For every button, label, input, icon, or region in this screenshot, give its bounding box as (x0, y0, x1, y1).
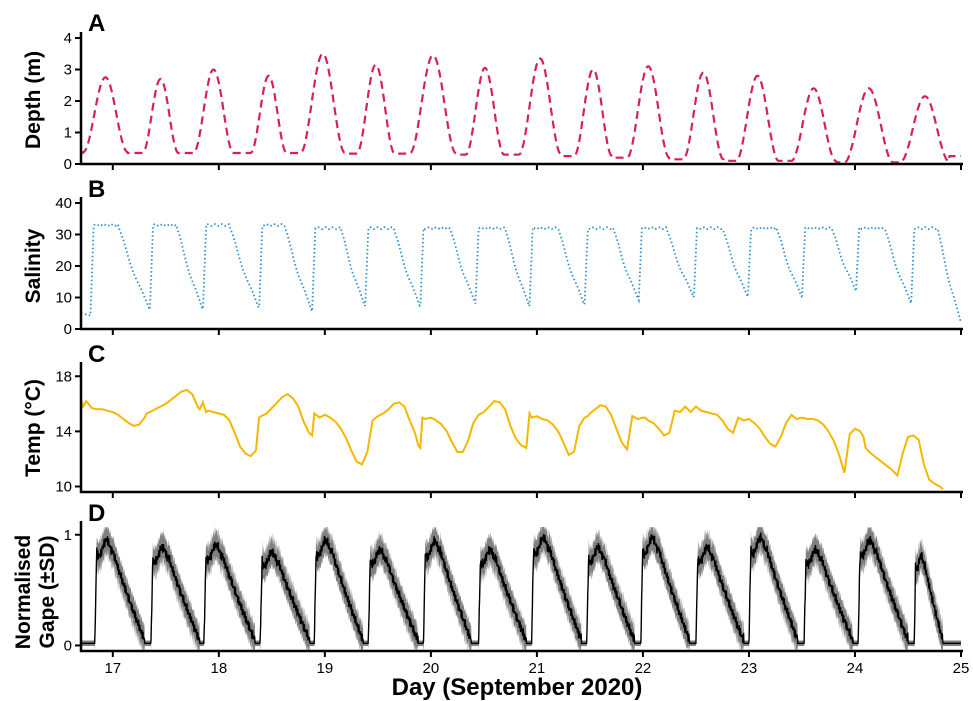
ytick-label: 1 (64, 527, 72, 544)
xtick-label: 22 (635, 660, 652, 677)
ytick-label: 30 (55, 227, 72, 244)
depth-line (81, 52, 961, 164)
ytick-label: 20 (55, 258, 72, 275)
yticks-a: 0 1 2 3 4 (64, 30, 81, 173)
ytick-label: 0 (64, 637, 72, 654)
ytick-label: 10 (55, 290, 72, 307)
panel-letter-a: A (88, 10, 105, 37)
ytick-label: 40 (55, 195, 72, 212)
xtick-label: 20 (423, 660, 440, 677)
panel-d: D Normalised Gape (±SD) 01 17 18 19 20 21 22 2… (12, 500, 969, 677)
ylabel-gape-line2: Gape (±SD) (36, 535, 59, 648)
panel-letter-c: C (88, 341, 105, 368)
ytick-label: 0 (64, 156, 72, 173)
gape-mean-line (81, 532, 961, 645)
xtick-label: 19 (317, 660, 334, 677)
yticks-b: 0 10 20 30 40 (55, 195, 81, 338)
yticks-c: 10 14 18 (55, 368, 81, 495)
xtick-label: 21 (529, 660, 546, 677)
ytick-label: 0 (64, 321, 72, 338)
ytick-label: 1 (64, 125, 72, 142)
panel-letter-d: D (88, 500, 105, 527)
panel-b: B Salinity 0 10 20 30 40 (22, 176, 963, 338)
ytick-label: 10 (55, 478, 72, 495)
ylabel-temp: Temp (°C) (22, 379, 45, 477)
ytick-label: 4 (64, 30, 72, 47)
xtick-label: 17 (104, 660, 121, 677)
panel-letter-b: B (88, 176, 105, 203)
ytick-label: 2 (64, 93, 72, 110)
ytick-label: 18 (55, 368, 72, 385)
xtick-label: 25 (953, 660, 970, 677)
yticks-d: 01 (64, 527, 81, 654)
ylabel-depth: Depth (m) (22, 51, 45, 149)
salinity-line (80, 222, 962, 323)
xtick-label: 18 (210, 660, 227, 677)
xtick-label: 24 (847, 660, 864, 677)
ytick-label: 14 (55, 423, 72, 440)
temp-line (80, 388, 944, 490)
panel-a: A Depth (m) 0 1 2 3 4 (22, 10, 963, 173)
x-tick-labels: 17 18 19 20 21 22 23 24 25 (104, 660, 969, 677)
ylabel-gape-line1: Normalised (12, 535, 35, 649)
panel-c: C Temp (°C) 10 14 18 (22, 341, 963, 498)
ylabel-salinity: Salinity (22, 228, 45, 303)
xtick-label: 23 (741, 660, 758, 677)
ytick-label: 3 (64, 62, 72, 79)
x-axis-title: Day (September 2020) (392, 674, 643, 701)
